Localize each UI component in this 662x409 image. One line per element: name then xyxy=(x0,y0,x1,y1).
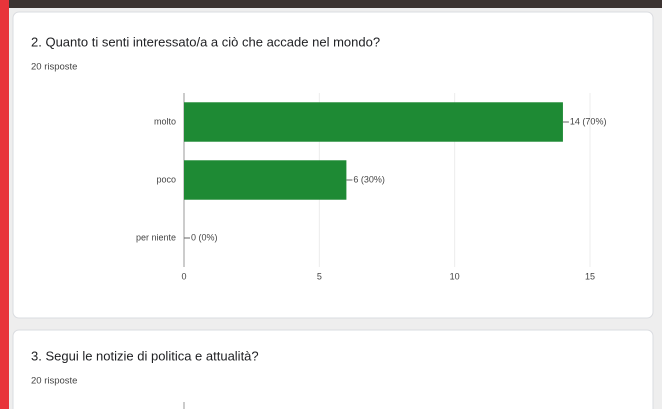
bar xyxy=(184,102,563,142)
x-tick-label: 15 xyxy=(585,271,595,281)
top-strip xyxy=(0,0,662,8)
value-label: 14 (70%) xyxy=(570,116,607,126)
y-tick-label: poco xyxy=(156,174,176,184)
y-tick-label: molto xyxy=(154,116,176,126)
y-tick-label: per niente xyxy=(136,232,176,242)
question-title: 2. Quanto ti senti interessato/a a ciò c… xyxy=(31,34,380,49)
x-tick-label: 0 xyxy=(181,271,186,281)
bar xyxy=(184,160,347,200)
left-strip xyxy=(0,0,9,409)
x-tick-label: 5 xyxy=(317,271,322,281)
question-title: 3. Segui le notizie di politica e attual… xyxy=(31,348,259,363)
response-count: 20 risposte xyxy=(31,62,77,73)
card xyxy=(12,329,654,409)
x-tick-label: 10 xyxy=(450,271,460,281)
value-label: 0 (0%) xyxy=(191,232,218,242)
response-count: 20 risposte xyxy=(31,376,77,387)
value-label: 6 (30%) xyxy=(353,174,385,184)
